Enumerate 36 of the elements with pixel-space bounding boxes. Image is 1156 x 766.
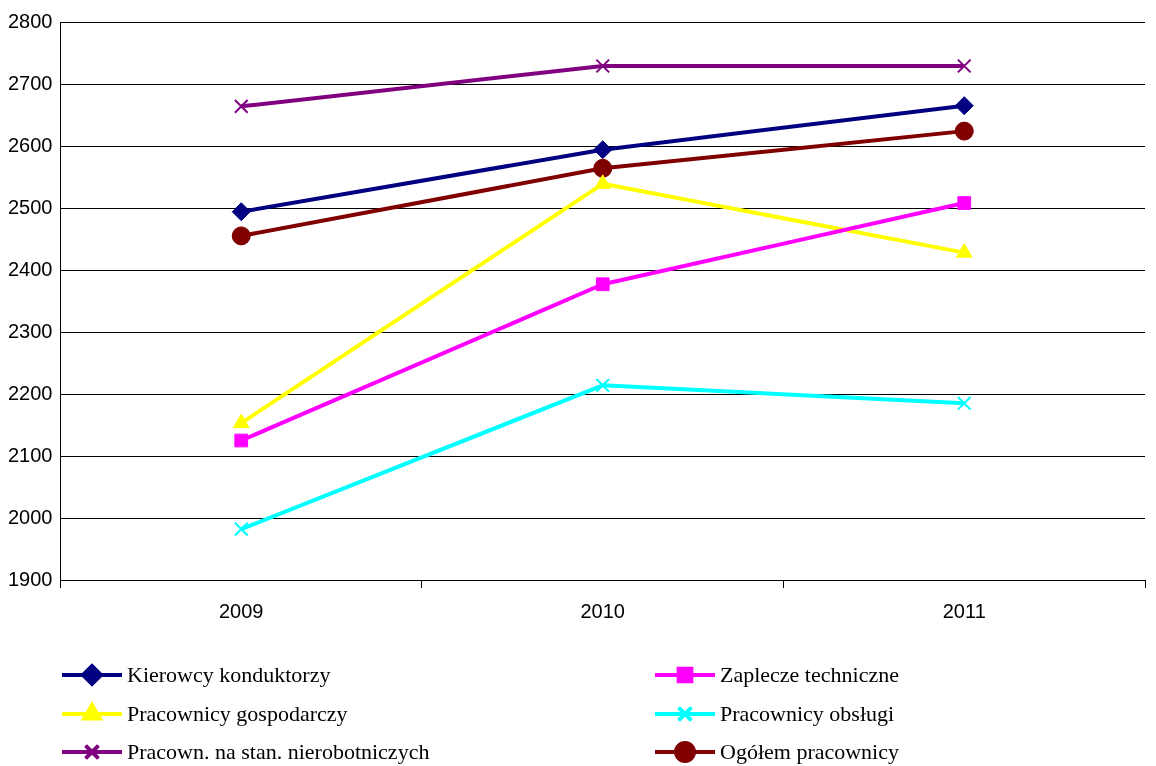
y-tick-label: 2800 — [7, 9, 53, 32]
point — [954, 96, 974, 116]
legend-label: Ogółem pracownicy — [720, 738, 899, 764]
point — [234, 433, 249, 448]
legend-label: Pracown. na stan. nierobotniczych — [127, 738, 430, 764]
point — [593, 140, 613, 160]
point — [233, 521, 249, 537]
legend-label: Zaplecze techniczne — [720, 661, 899, 687]
y-tick-label: 2000 — [7, 505, 53, 528]
y-tick-label: 1900 — [7, 567, 53, 590]
point — [955, 243, 973, 258]
point — [231, 202, 251, 222]
point — [956, 58, 972, 74]
y-tick-label: 2300 — [7, 319, 53, 342]
point — [233, 98, 249, 114]
point — [595, 377, 611, 393]
point — [231, 226, 251, 246]
x-tick-label: 2011 — [942, 599, 986, 622]
point — [956, 395, 972, 411]
y-tick-label: 2600 — [7, 133, 53, 156]
point — [957, 196, 972, 210]
legend-label: Pracownicy gospodarczy — [127, 700, 348, 726]
x-tick-label: 2009 — [218, 599, 264, 622]
y-tick-label: 2700 — [7, 71, 53, 94]
y-tick-label: 2100 — [7, 443, 53, 466]
legend-label: Pracownicy obsługi — [720, 700, 895, 726]
point — [593, 158, 613, 178]
point — [595, 277, 610, 292]
y-tick-label: 2400 — [7, 257, 53, 280]
x-tick-label: 2010 — [580, 599, 625, 622]
point — [595, 58, 611, 74]
legend-label: Kierowcy konduktorzy — [127, 661, 331, 687]
y-tick-label: 2500 — [7, 195, 53, 218]
y-tick-label: 2200 — [7, 381, 53, 404]
point — [232, 413, 250, 429]
point — [954, 121, 974, 141]
